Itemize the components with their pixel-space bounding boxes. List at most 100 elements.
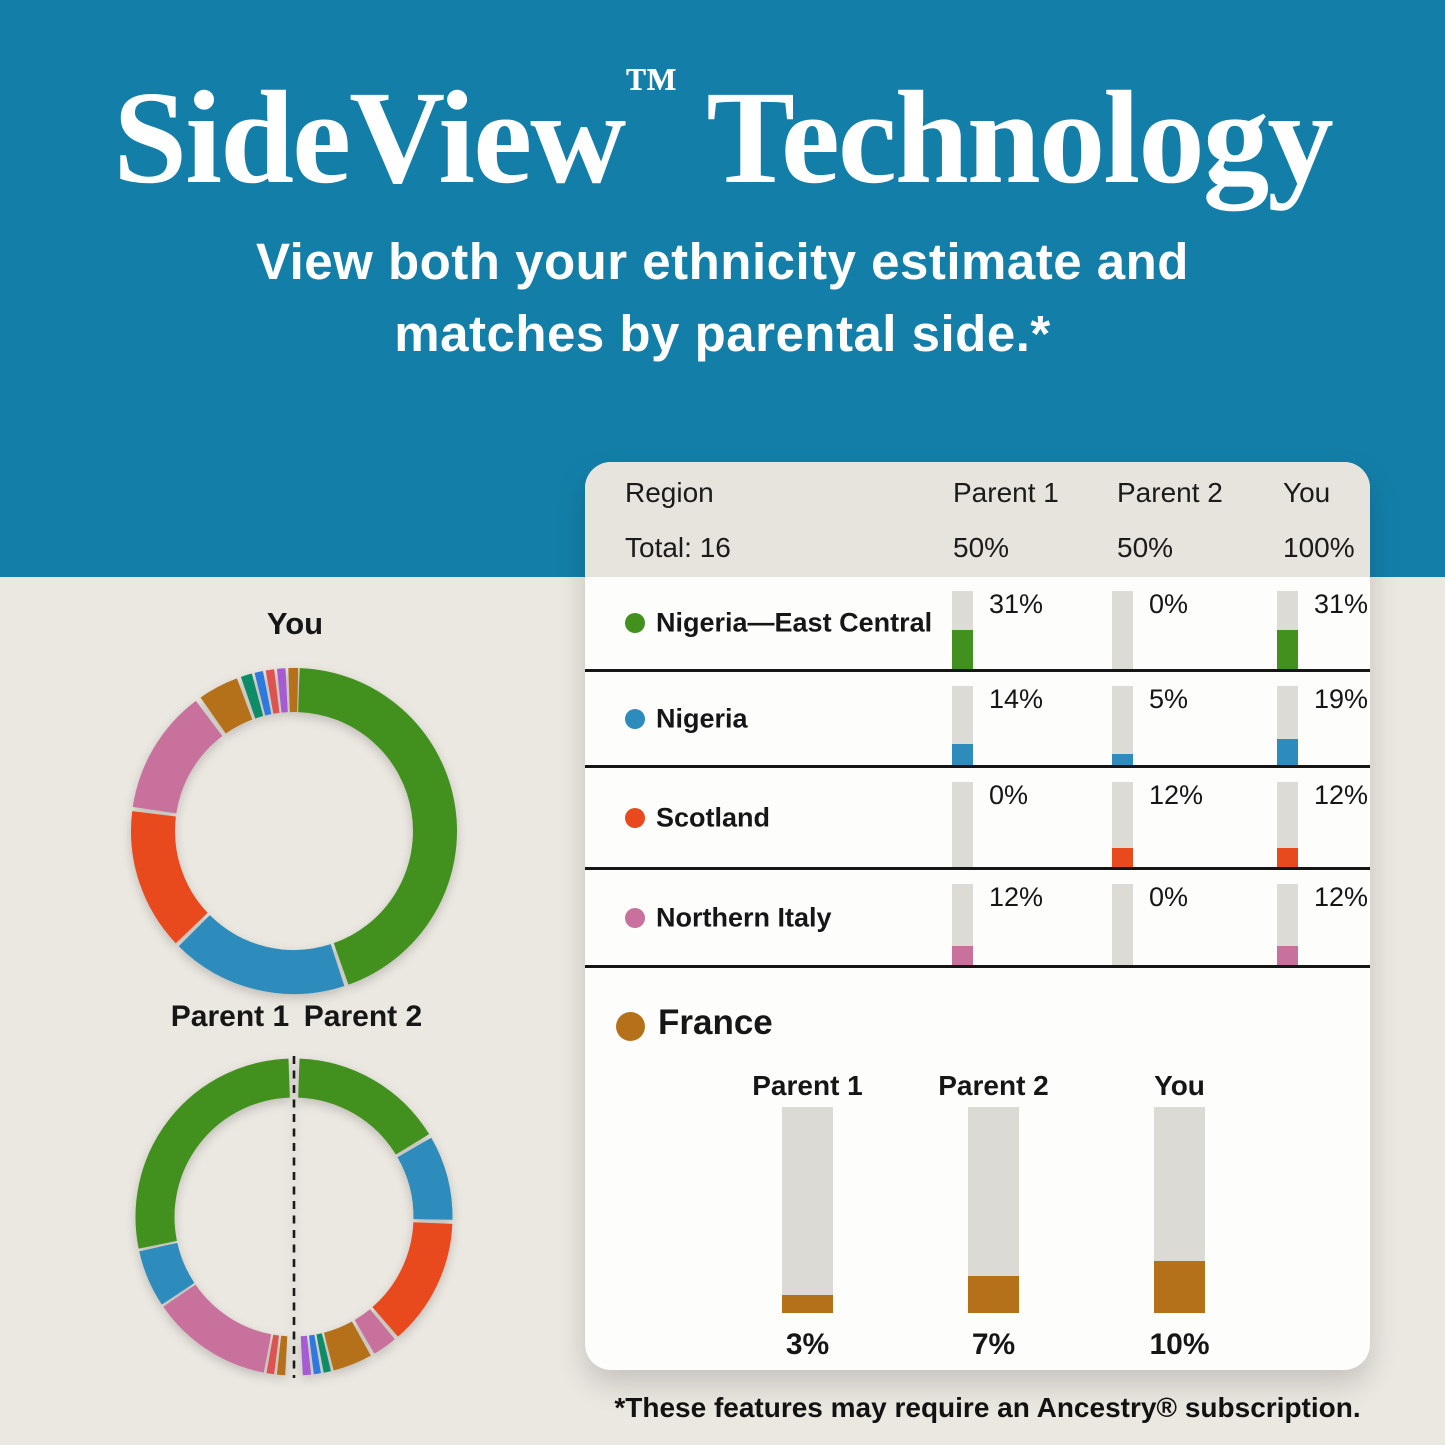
france-percent-value: 10% (1149, 1328, 1210, 1361)
donut-segment-other (240, 673, 264, 719)
france-dot (616, 1012, 645, 1041)
mini-bar-track (952, 782, 973, 867)
title-main: SideView (113, 63, 626, 211)
column-header-parent2: Parent 2 (1117, 477, 1223, 508)
donut-segment-nigeria-east-central (135, 1058, 291, 1249)
mini-bar-track (1112, 884, 1133, 965)
percent-value: 12% (1314, 780, 1369, 810)
percent-value: 5% (1149, 684, 1189, 714)
mini-bar-fill (1277, 630, 1298, 669)
mini-bar-fill (952, 744, 973, 765)
donut-segment-scotland (131, 811, 209, 944)
region-name: Nigeria—East Central (656, 607, 933, 638)
percent-value: 31% (989, 589, 1044, 619)
france-bar-track (782, 1107, 833, 1313)
donut-segment-nigeria-east-central (297, 1058, 430, 1156)
mini-bar-track (1277, 686, 1298, 765)
donut-segment-other (276, 1335, 288, 1376)
france-percent-value: 3% (785, 1328, 830, 1361)
mini-bar-fill (1277, 946, 1298, 965)
france-bar-track (968, 1107, 1019, 1313)
france-bar-fill (782, 1295, 833, 1313)
you-donut-chart (131, 668, 457, 994)
donut-segment-other (316, 1333, 332, 1373)
percent-value: 31% (1314, 589, 1369, 619)
donut-segment-northern-italy (163, 1284, 272, 1373)
donut-segment-other (266, 1334, 280, 1375)
mini-bar-track (1112, 686, 1133, 765)
parents-donut-chart (135, 1056, 453, 1378)
region-color-dot (625, 807, 645, 828)
parent2-total-pct: 50% (1117, 532, 1174, 563)
page-subtitle: View both your ethnicity estimate and mat… (0, 226, 1445, 371)
donut-segment-northern-italy (132, 700, 223, 815)
donut-segment-nigeria (397, 1137, 453, 1220)
donut-segment-other (300, 1335, 312, 1376)
mini-bar-fill (952, 946, 973, 965)
donut-segment-other (276, 668, 288, 713)
parent2-donut-label: Parent 2 (303, 1000, 423, 1033)
percent-value: 0% (1149, 589, 1189, 619)
region-name: Scotland (656, 802, 771, 832)
france-bar-fill (968, 1276, 1019, 1313)
donut-segment-scotland (371, 1221, 453, 1337)
percent-value: 0% (1149, 882, 1189, 912)
you-total-pct: 100% (1283, 532, 1355, 563)
donut-segment-france (323, 1321, 371, 1371)
column-header-you: You (1283, 477, 1331, 508)
france-bar-track (1154, 1107, 1205, 1313)
percent-value: 12% (1149, 780, 1204, 810)
donut-segment-other (308, 1334, 321, 1375)
hero-banner: SideView™ Technology View both your ethn… (0, 0, 1445, 577)
region-rows: Nigeria—East Central 31% 0% 31% Nigeria 14% 5%… (585, 577, 1370, 968)
mini-bar-fill (1112, 848, 1133, 867)
table-row: Nigeria 14% 5% 19% (585, 672, 1370, 768)
region-color-dot (625, 907, 645, 928)
donut-segment-other (254, 670, 272, 716)
france-bar-label: You (1154, 1070, 1205, 1101)
donut-segment-nigeria (139, 1242, 195, 1305)
mini-bar-track (1277, 591, 1298, 669)
region-name: Northern Italy (656, 902, 832, 932)
parent1-donut-label: Parent 1 (170, 1000, 290, 1033)
column-header-parent1: Parent 1 (953, 477, 1059, 508)
donut-segment-france (200, 678, 253, 734)
mini-bar-fill (1277, 739, 1298, 765)
mini-bar-fill (1112, 754, 1133, 765)
mini-bar-track (952, 884, 973, 965)
table-row: Scotland 0% 12% 12% (585, 768, 1370, 870)
page-title: SideView™ Technology (0, 58, 1445, 208)
total-regions: Total: 16 (625, 532, 731, 563)
donut-segment-northern-italy (354, 1308, 395, 1354)
table-header: Region Parent 1 Parent 2 You Total: 16 5… (585, 462, 1370, 577)
donut-segment-nigeria-east-central (297, 668, 457, 985)
percent-value: 0% (989, 780, 1029, 810)
france-percent-value: 7% (971, 1328, 1016, 1361)
mini-bar-fill (952, 630, 973, 669)
mini-bar-track (952, 686, 973, 765)
trademark-symbol: ™ (624, 56, 678, 116)
percent-value: 19% (1314, 684, 1369, 714)
mini-bar-fill (1277, 848, 1298, 867)
region-color-dot (625, 708, 645, 729)
you-donut-label: You (266, 606, 324, 641)
table-row: Nigeria—East Central 31% 0% 31% (585, 577, 1370, 672)
region-color-dot (625, 613, 645, 633)
footnote: *These features may require an Ancestry®… (614, 1392, 1361, 1423)
table-row: Northern Italy 12% 0% 12% (585, 870, 1370, 968)
mini-bar-track (1112, 782, 1133, 867)
parent1-total-pct: 50% (953, 532, 1010, 563)
percent-value: 14% (989, 684, 1044, 714)
column-header-region: Region (625, 477, 714, 508)
france-label: France (658, 1003, 773, 1042)
percent-value: 12% (1314, 882, 1369, 912)
ethnicity-comparison-card: Region Parent 1 Parent 2 You Total: 16 5… (585, 462, 1370, 1370)
donut-segment-nigeria (178, 914, 345, 994)
percent-value: 12% (989, 882, 1044, 912)
france-bar-label: Parent 1 (752, 1070, 863, 1101)
mini-bar-track (1277, 782, 1298, 867)
donut-segment-other (265, 669, 280, 714)
subtitle-line-1: View both your ethnicity estimate and (256, 233, 1189, 290)
region-name: Nigeria (656, 703, 748, 733)
